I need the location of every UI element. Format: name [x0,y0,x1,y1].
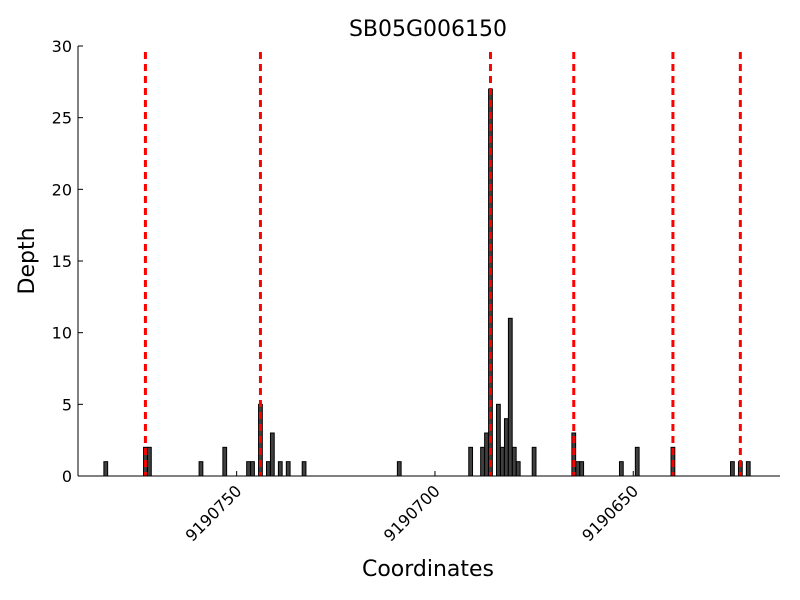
bar [265,461,271,477]
bar [301,461,307,477]
x-ticks: 9190750 9190700 9190650 [182,471,642,545]
y-tick-label: 10 [52,324,72,343]
axes-layer [77,46,780,477]
bars-layer [103,88,751,477]
x-tick-label: 9190700 [380,481,444,545]
x-tick-label: 9190750 [182,481,246,545]
bar [575,461,581,477]
bar [496,403,501,477]
bar [579,461,585,477]
x-tick-label: 9190650 [578,481,642,545]
y-axis-title: Depth [15,227,40,294]
bar [222,446,228,477]
bar [634,446,640,477]
y-ticks: 0 5 10 15 20 25 30 [52,37,83,486]
y-tick-label: 30 [52,37,72,56]
bar [147,446,152,477]
bar [515,461,521,477]
bar [250,461,255,477]
chart-title: SB05G006150 [349,17,507,42]
y-tick-label: 15 [52,252,72,271]
x-axis-title: Coordinates [362,557,494,582]
bar [198,461,204,477]
bar [285,461,291,477]
bar [531,446,537,477]
y-tick-label: 25 [52,109,72,128]
bar [246,461,251,477]
bar [618,461,624,477]
bar [503,418,509,477]
bar [277,461,283,477]
y-tick-label: 0 [62,467,72,486]
bar [103,461,109,477]
bar [480,446,485,477]
bar [499,446,505,477]
bar [396,461,402,477]
bar [269,432,275,477]
bar [484,432,489,477]
vlines-layer [143,52,742,476]
bar [507,317,513,477]
bar [468,446,474,477]
y-tick-label: 5 [62,395,72,414]
bar [511,446,517,477]
bar [730,461,735,477]
bar [745,461,751,477]
y-tick-label: 20 [52,180,72,199]
